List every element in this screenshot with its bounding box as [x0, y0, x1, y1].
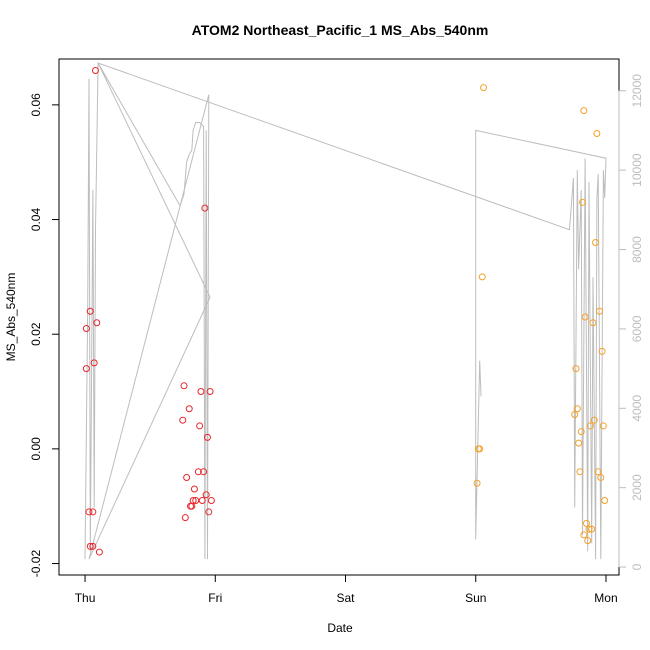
data-point [86, 542, 94, 550]
chart-title: ATOM2 Northeast_Pacific_1 MS_Abs_540nm [192, 22, 489, 38]
data-point [89, 542, 97, 550]
data-point [597, 474, 605, 482]
data-point [183, 474, 191, 482]
data-point [85, 508, 93, 516]
y2-tick-label: 0 [630, 563, 644, 570]
data-point [181, 514, 189, 522]
y2-tick-label: 2000 [630, 474, 644, 501]
secondary-line-layer [84, 62, 607, 560]
y2-tick-label: 10000 [630, 153, 644, 187]
data-point [575, 439, 583, 447]
y-tick-label: 0.00 [29, 437, 43, 461]
y2-tick-label: 12000 [630, 74, 644, 108]
data-point [95, 548, 103, 556]
data-point [206, 388, 214, 396]
data-point [194, 468, 202, 476]
data-point [197, 388, 205, 396]
data-point [593, 130, 601, 138]
x-tick-label: Mon [594, 591, 617, 605]
data-point [201, 204, 209, 212]
data-point [582, 519, 590, 527]
data-point [599, 422, 607, 430]
x-tick-label: Sat [337, 591, 356, 605]
data-point [476, 445, 484, 453]
secondary-series-line [84, 62, 607, 560]
data-point [577, 428, 585, 436]
data-point [572, 365, 580, 373]
x-axis-label: Date [327, 621, 353, 635]
data-point [202, 491, 210, 499]
data-point [581, 313, 589, 321]
y-axis-label: MS_Abs_540nm [4, 273, 18, 362]
data-point [576, 468, 584, 476]
data-point [196, 422, 204, 430]
y-tick-label: 0.04 [29, 208, 43, 232]
data-point [480, 84, 488, 92]
data-point [205, 508, 213, 516]
y-axis-left: -0.02 0.00 0.02 0.04 0.06 [29, 93, 60, 578]
y2-tick-label: 4000 [630, 395, 644, 422]
data-point [90, 359, 98, 367]
data-point [592, 238, 600, 246]
data-point [584, 537, 592, 545]
x-tick-label: Thu [75, 591, 96, 605]
data-point [200, 468, 208, 476]
y-tick-label: 0.02 [29, 322, 43, 346]
data-point [185, 405, 193, 413]
data-point [91, 66, 99, 74]
y2-tick-label: 6000 [630, 315, 644, 342]
data-point [586, 422, 594, 430]
data-point [580, 531, 588, 539]
data-point [579, 198, 587, 206]
data-point [190, 485, 198, 493]
data-point [180, 382, 188, 390]
y-axis-right: 0 2000 4000 6000 8000 10000 12000 [618, 74, 644, 570]
plot-frame [58, 58, 620, 576]
data-point [93, 319, 101, 327]
x-tick-label: Fri [208, 591, 222, 605]
data-point [595, 307, 603, 315]
data-point [207, 496, 215, 504]
points-layer [82, 66, 609, 556]
data-point [598, 347, 606, 355]
data-point [192, 496, 200, 504]
data-point [179, 416, 187, 424]
data-point [601, 496, 609, 504]
data-point [588, 525, 596, 533]
data-point [189, 496, 197, 504]
data-point [571, 410, 579, 418]
data-point [478, 273, 486, 281]
data-point [580, 107, 588, 115]
data-point [594, 468, 602, 476]
data-point [86, 307, 94, 315]
y-tick-label: -0.02 [29, 550, 43, 578]
data-point [89, 508, 97, 516]
data-point [473, 479, 481, 487]
x-axis: Thu Fri Sat Sun Mon [75, 574, 618, 605]
y2-tick-label: 8000 [630, 236, 644, 263]
data-point [585, 525, 593, 533]
y-tick-label: 0.06 [29, 93, 43, 117]
data-point [198, 496, 206, 504]
data-point [82, 324, 90, 332]
x-tick-label: Sun [465, 591, 486, 605]
data-point [590, 416, 598, 424]
data-point [589, 319, 597, 327]
data-point [573, 405, 581, 413]
data-point [82, 365, 90, 373]
data-point [203, 433, 211, 441]
